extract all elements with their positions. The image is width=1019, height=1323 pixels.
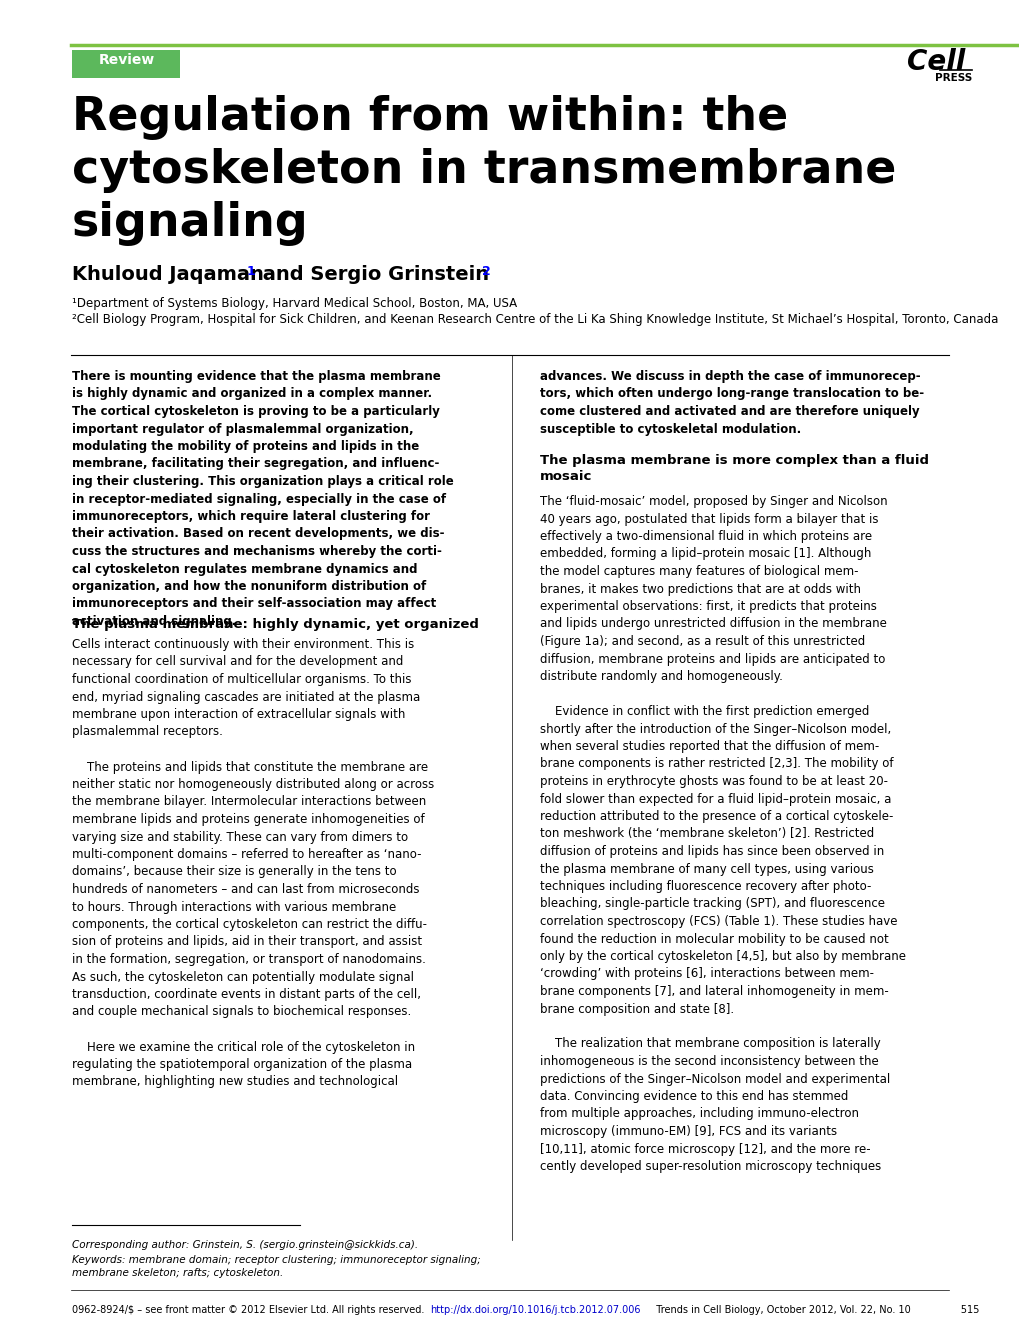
Text: The plasma membrane is more complex than a fluid
mosaic: The plasma membrane is more complex than…: [539, 454, 928, 483]
Text: Cell: Cell: [906, 48, 964, 75]
Text: cytoskeleton in transmembrane: cytoskeleton in transmembrane: [72, 148, 896, 193]
Text: There is mounting evidence that the plasma membrane
is highly dynamic and organi: There is mounting evidence that the plas…: [72, 370, 453, 628]
Text: advances. We discuss in depth the case of immunorecep-
tors, which often undergo: advances. We discuss in depth the case o…: [539, 370, 923, 435]
Text: ¹Department of Systems Biology, Harvard Medical School, Boston, MA, USA: ¹Department of Systems Biology, Harvard …: [72, 296, 517, 310]
Text: Cells interact continuously with their environment. This is
necessary for cell s: Cells interact continuously with their e…: [72, 638, 434, 1089]
Text: Trends in Cell Biology, October 2012, Vol. 22, No. 10                515: Trends in Cell Biology, October 2012, Vo…: [649, 1304, 978, 1315]
Text: 0962-8924/$ – see front matter © 2012 Elsevier Ltd. All rights reserved.: 0962-8924/$ – see front matter © 2012 El…: [72, 1304, 430, 1315]
Text: Regulation from within: the: Regulation from within: the: [72, 95, 788, 140]
Text: http://dx.doi.org/10.1016/j.tcb.2012.07.006: http://dx.doi.org/10.1016/j.tcb.2012.07.…: [430, 1304, 640, 1315]
Text: The ‘fluid-mosaic’ model, proposed by Singer and Nicolson
40 years ago, postulat: The ‘fluid-mosaic’ model, proposed by Si…: [539, 495, 905, 1174]
Text: The plasma membrane: highly dynamic, yet organized: The plasma membrane: highly dynamic, yet…: [72, 618, 478, 631]
Text: signaling: signaling: [72, 201, 309, 246]
Text: Review: Review: [99, 53, 155, 67]
Text: 2: 2: [482, 265, 490, 278]
FancyBboxPatch shape: [72, 50, 179, 78]
Text: Corresponding author: Grinstein, S. (sergio.grinstein@sickkids.ca).: Corresponding author: Grinstein, S. (ser…: [72, 1240, 418, 1250]
Text: and Sergio Grinstein: and Sergio Grinstein: [256, 265, 489, 284]
Text: 1: 1: [247, 265, 256, 278]
Text: Khuloud Jaqaman: Khuloud Jaqaman: [72, 265, 264, 284]
Text: PRESS: PRESS: [933, 73, 971, 83]
Text: Keywords: membrane domain; receptor clustering; immunoreceptor signaling;
membra: Keywords: membrane domain; receptor clus…: [72, 1256, 480, 1278]
Text: ²Cell Biology Program, Hospital for Sick Children, and Keenan Research Centre of: ²Cell Biology Program, Hospital for Sick…: [72, 314, 998, 325]
